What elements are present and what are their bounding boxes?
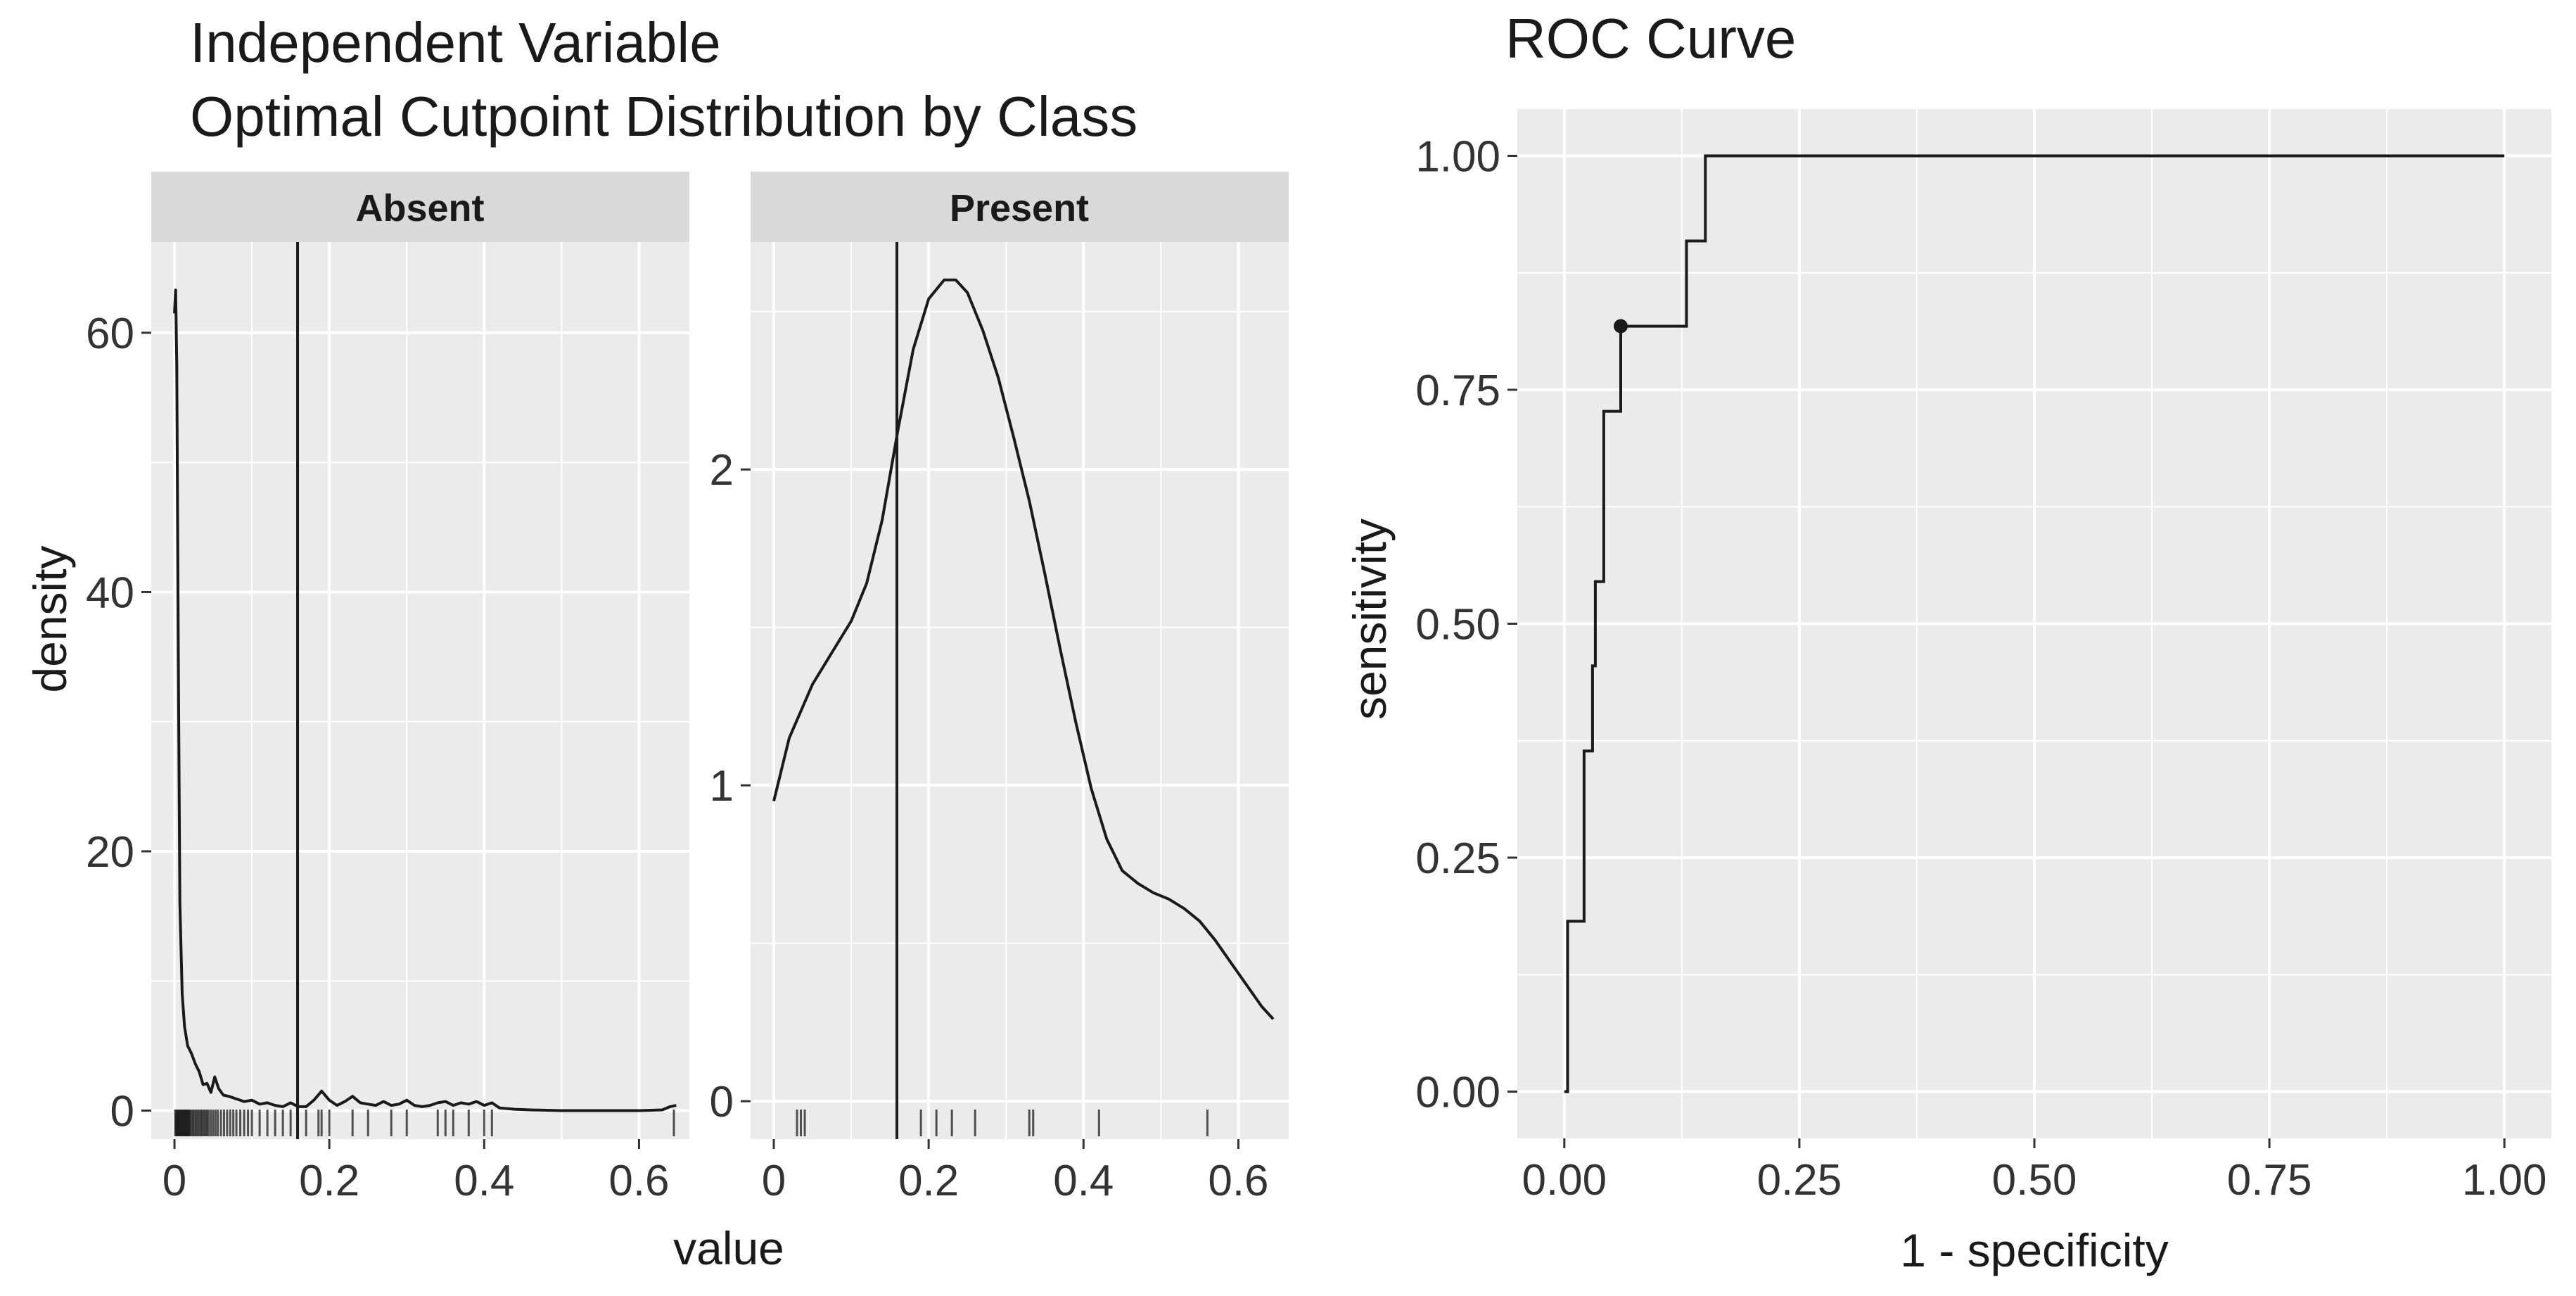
- y-tick-label: 0: [710, 1078, 734, 1126]
- roc-axes: 0.00 0.25 0.50 0.75 1.00 0.00 0.25 0.50 0.75 1.00: [1415, 133, 2546, 1205]
- facet-present-panel: [751, 242, 1289, 1139]
- roc-y-axis-title: sensitivity: [1344, 519, 1396, 720]
- y-tick-label: 0.75: [1415, 367, 1500, 415]
- y-tick-label: 1.00: [1415, 133, 1500, 182]
- y-tick-label: 0.50: [1415, 601, 1500, 649]
- facet-present-axes: 0 0.2 0.4 0.6 0 1 2: [710, 446, 1269, 1205]
- facet-present-density-curve: [772, 278, 1275, 1020]
- x-tick-label: 0.2: [299, 1157, 359, 1205]
- x-tick-label: 0.4: [454, 1157, 514, 1205]
- facet-absent-density-curve: [173, 288, 677, 1112]
- facet-present-gridlines: [751, 242, 1289, 1139]
- roc-curve: [1564, 154, 2505, 1093]
- facet-absent-panel: [151, 242, 689, 1139]
- y-tick-label: 60: [86, 310, 134, 358]
- x-tick-label: 1.00: [2462, 1156, 2547, 1205]
- facet-absent-strip-label: Absent: [355, 187, 484, 229]
- roc-optimal-point: [1614, 319, 1628, 333]
- facet-absent-rug: [174, 1110, 675, 1136]
- roc-gridlines: [1517, 109, 2551, 1138]
- facet-absent-axes: 0 0.2 0.4 0.6 0 20 40 60: [86, 310, 670, 1205]
- density-chart-title: Independent Variable: [190, 11, 721, 74]
- density-x-axis-title: value: [673, 1222, 784, 1274]
- x-tick-label: 0: [762, 1157, 786, 1205]
- x-tick-label: 0.6: [1208, 1157, 1268, 1205]
- x-tick-label: 0: [162, 1157, 186, 1205]
- y-tick-label: 20: [86, 828, 134, 877]
- facet-present-strip: [751, 172, 1289, 242]
- y-tick-label: 40: [86, 568, 134, 617]
- y-tick-label: 0: [110, 1087, 134, 1136]
- x-tick-label: 0.00: [1522, 1156, 1607, 1205]
- density-y-axis-title: density: [24, 545, 76, 692]
- facet-absent-strip: [151, 172, 689, 242]
- roc-chart-title: ROC Curve: [1505, 7, 1796, 70]
- y-tick-label: 1: [710, 762, 734, 811]
- x-tick-label: 0.2: [898, 1157, 959, 1205]
- y-tick-label: 0.25: [1415, 834, 1500, 883]
- x-tick-label: 0.6: [608, 1157, 669, 1205]
- facet-present-strip-label: Present: [950, 187, 1089, 229]
- roc-plot: 0.00 0.25 0.50 0.75 1.00 0.00 0.25 0.50 0.75 1.00: [1415, 109, 2551, 1205]
- x-tick-label: 0.4: [1053, 1157, 1114, 1205]
- x-tick-label: 0.75: [2227, 1156, 2312, 1205]
- facet-present: Present 0 0.2 0.4 0.6 0 1 2: [710, 172, 1289, 1205]
- facet-present-rug: [796, 1110, 1209, 1136]
- density-chart-subtitle: Optimal Cutpoint Distribution by Class: [190, 85, 1137, 148]
- roc-x-axis-title: 1 - specificity: [1900, 1224, 2168, 1276]
- y-tick-label: 0.00: [1415, 1069, 1500, 1117]
- y-tick-label: 2: [710, 446, 734, 495]
- facet-absent: Absent 0 0.2 0.4 0.6 0 20 40 60: [86, 172, 689, 1205]
- x-tick-label: 0.50: [1992, 1156, 2077, 1205]
- x-tick-label: 0.25: [1757, 1156, 1842, 1205]
